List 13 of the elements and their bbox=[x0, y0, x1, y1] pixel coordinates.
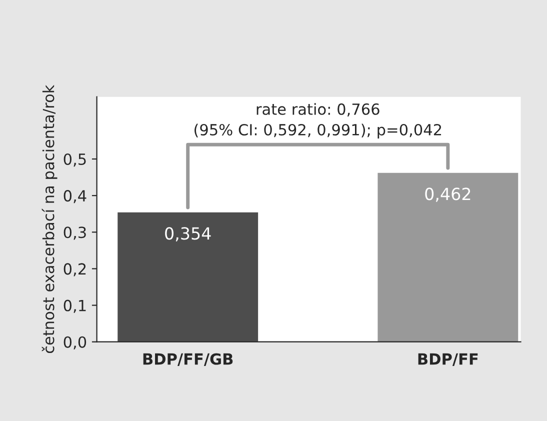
annotation: (95% CI: 0,592, 0,991); p=0,042 bbox=[194, 124, 442, 138]
y-tick-label: 0,1 bbox=[64, 300, 86, 313]
y-tick-label: 0,2 bbox=[64, 263, 86, 276]
y-tick-label: 0,3 bbox=[64, 226, 86, 240]
x-tick-label: BDP/FF bbox=[418, 353, 478, 366]
y-tick-label: 0,5 bbox=[64, 153, 86, 167]
data-label: 0,462 bbox=[425, 188, 470, 202]
data-label: 0,354 bbox=[165, 227, 211, 242]
annotation: rate ratio: 0,766 bbox=[256, 103, 380, 116]
y-tick-label: 0,0 bbox=[64, 336, 86, 350]
y-axis-title: četnost exacerbací na pacienta/rok bbox=[42, 84, 58, 354]
y-tick-label: 0,4 bbox=[64, 190, 86, 204]
x-tick-label: BDP/FF/GB bbox=[143, 353, 233, 366]
